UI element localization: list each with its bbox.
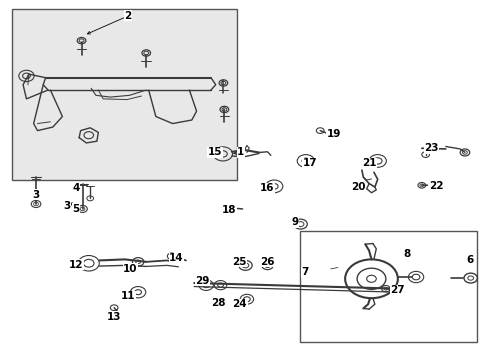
Bar [299,231,476,342]
Text: 20: 20 [350,182,365,192]
Text: 14: 14 [169,253,183,263]
Text: 8: 8 [403,249,410,259]
Text: 15: 15 [207,148,222,157]
Text: 7: 7 [301,267,308,278]
Text: 17: 17 [302,158,316,168]
Text: 12: 12 [68,260,83,270]
Text: 25: 25 [232,257,246,267]
Text: 4: 4 [72,183,80,193]
Text: 21: 21 [361,158,376,168]
Text: 3: 3 [32,190,40,200]
Text: 6: 6 [465,256,472,265]
Bar [12,9,237,180]
Text: 27: 27 [390,285,405,295]
Text: 13: 13 [107,312,121,322]
Text: 28: 28 [210,298,225,308]
Text: 24: 24 [232,299,246,309]
Text: 1: 1 [237,148,244,157]
Text: 16: 16 [260,184,274,193]
Text: 26: 26 [260,257,274,267]
Text: 10: 10 [123,264,138,274]
Text: 29: 29 [195,276,209,286]
Text: 22: 22 [428,181,443,192]
Text: 19: 19 [326,129,340,139]
Text: 18: 18 [222,204,236,215]
Text: 9: 9 [291,217,298,227]
Text: 3: 3 [63,201,71,211]
Text: 11: 11 [121,292,136,301]
Text: 2: 2 [124,11,131,21]
Text: 23: 23 [423,143,438,153]
Text: 5: 5 [72,204,79,214]
